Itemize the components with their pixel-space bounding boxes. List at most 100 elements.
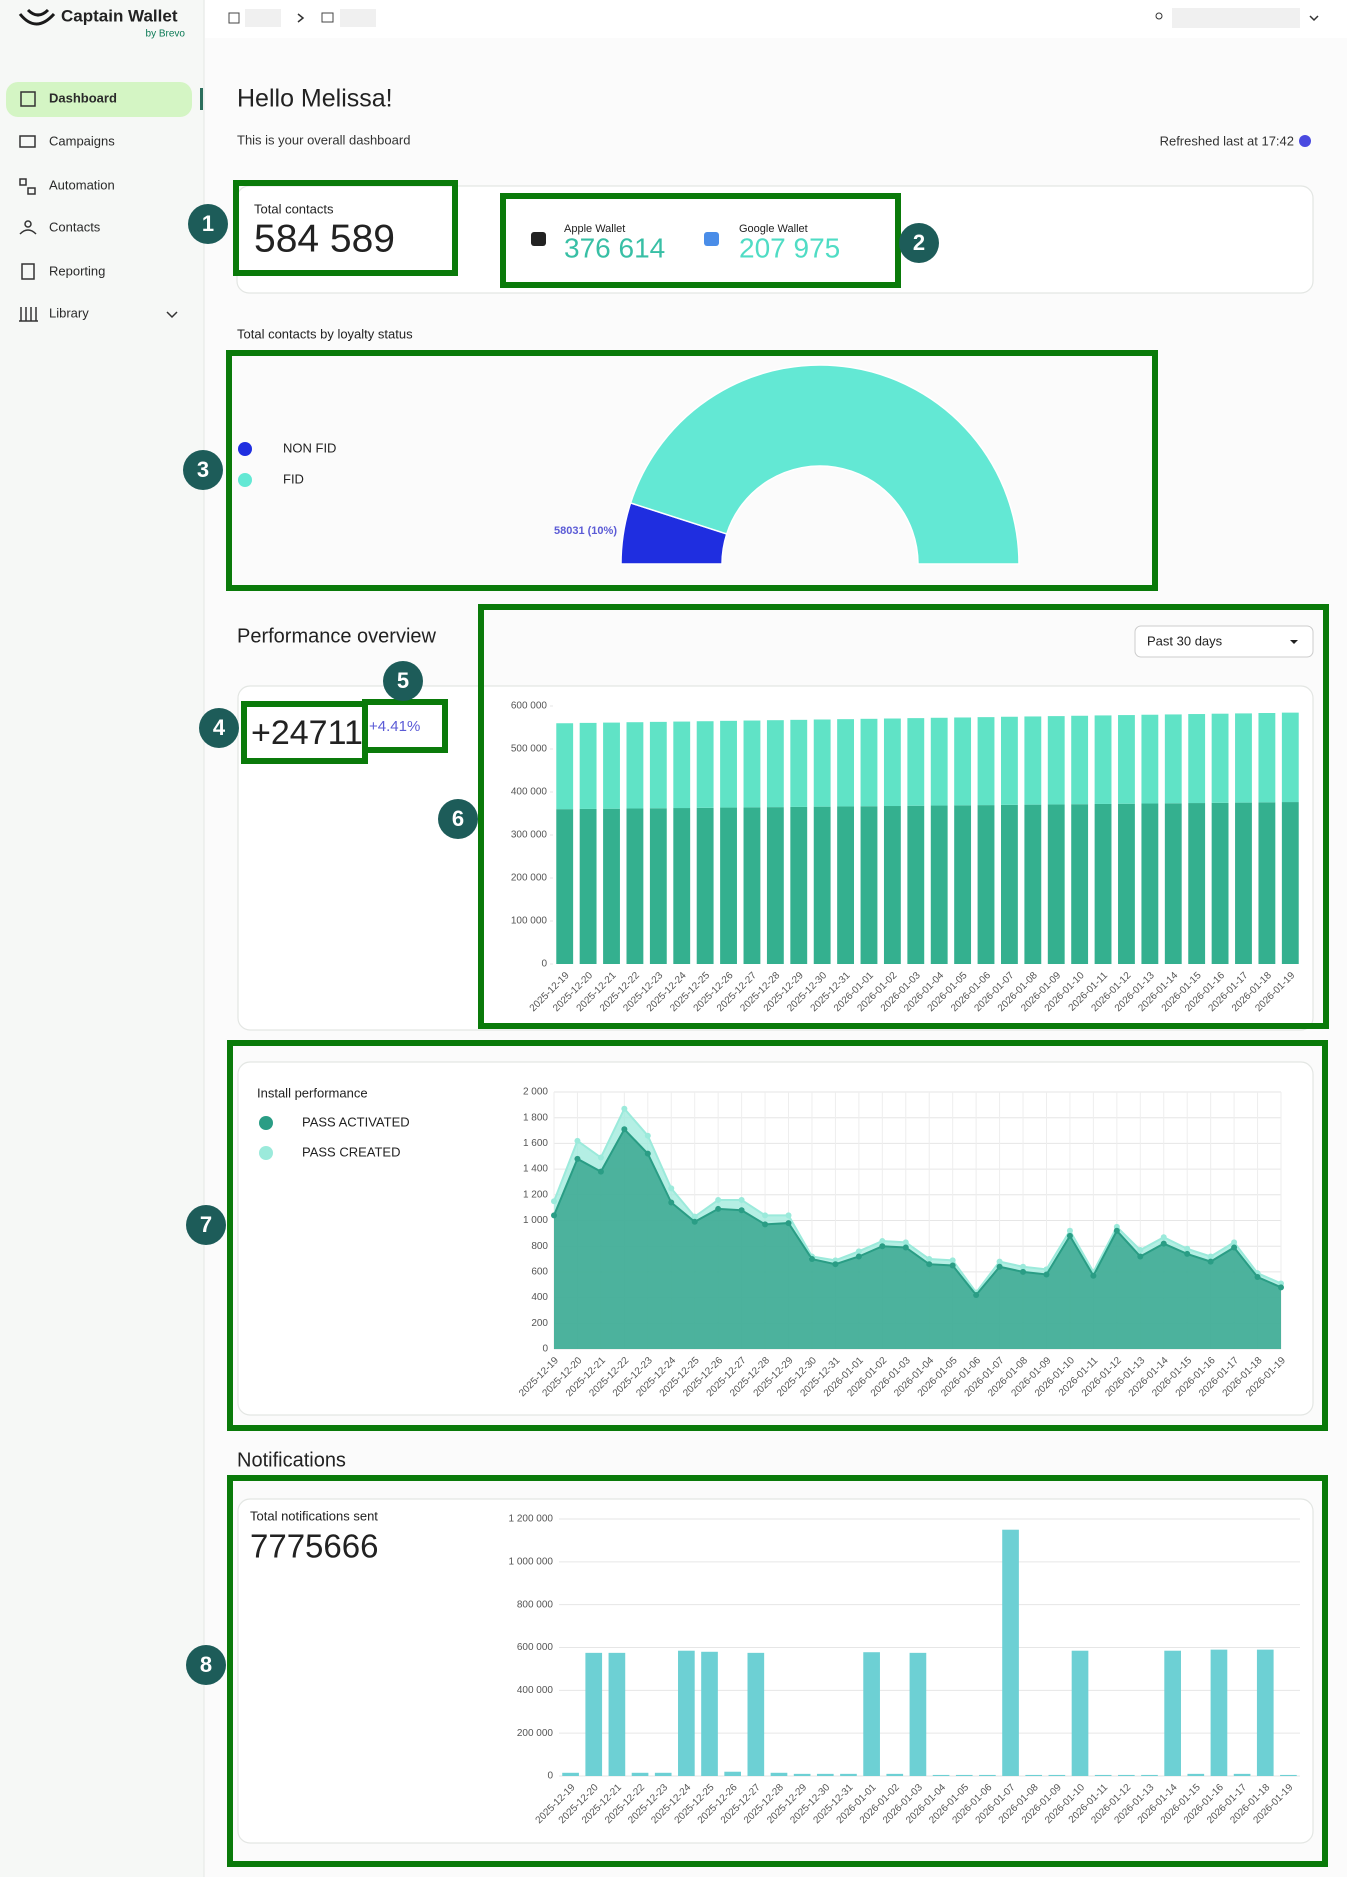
user-icon (1155, 12, 1163, 20)
point (879, 1243, 886, 1250)
point (1278, 1284, 1284, 1291)
bar-segment (1164, 803, 1182, 964)
greeting: Hello Melissa! (237, 85, 393, 113)
point (902, 1239, 909, 1246)
bar-segment (673, 721, 691, 809)
nav-item[interactable]: Automation (49, 177, 115, 192)
point (1137, 1247, 1144, 1254)
bar-segment (1000, 804, 1018, 964)
bar-segment (1024, 804, 1042, 964)
point (1066, 1227, 1073, 1234)
line (553, 1106, 1282, 1295)
bar (840, 1773, 857, 1776)
bar-segment (930, 805, 948, 964)
info-icon[interactable] (1299, 135, 1311, 147)
point (1184, 1250, 1191, 1257)
bar-segment (860, 806, 878, 964)
y-tick-label: 200 000 (511, 873, 548, 884)
bar (1233, 1773, 1251, 1776)
point (597, 1168, 604, 1175)
nav-item[interactable]: Dashboard (49, 90, 117, 105)
bar (1048, 1774, 1066, 1776)
google-wallet-icon (704, 232, 719, 246)
breadcrumb-blurred[interactable] (340, 9, 376, 27)
legend-label: NON FID (283, 440, 336, 455)
y-tick-label: 200 000 (517, 1728, 554, 1739)
top-bar (205, 0, 1347, 38)
point (1160, 1240, 1167, 1247)
annotation-circle (899, 223, 939, 263)
brand-name[interactable]: Captain Wallet (61, 6, 178, 25)
bar (955, 1774, 973, 1776)
legend-label: PASS ACTIVATED (302, 1114, 410, 1129)
nav-chevron[interactable] (166, 311, 178, 319)
period-select[interactable] (1134, 625, 1314, 658)
bar-segment (1118, 803, 1135, 964)
bar-segment (1047, 716, 1065, 805)
nav-item[interactable]: Contacts (49, 219, 101, 234)
point (1231, 1244, 1238, 1251)
bar (562, 1772, 579, 1776)
bar-segment (673, 808, 691, 964)
bar (932, 1774, 950, 1776)
y-tick-label: 400 000 (511, 787, 548, 798)
point (832, 1261, 839, 1268)
y-tick-label: 300 000 (511, 830, 548, 841)
bar-segment (837, 806, 855, 964)
point (738, 1207, 745, 1214)
point (855, 1253, 862, 1260)
bar-segment (1094, 803, 1112, 964)
point (1113, 1227, 1120, 1234)
user-menu-chevron[interactable] (1309, 15, 1319, 22)
bar (1141, 1774, 1158, 1776)
bar (678, 1650, 695, 1776)
y-tick-label: 1 600 (523, 1138, 548, 1149)
y-tick-label: 1 000 (523, 1215, 548, 1226)
contacts-growth: +24711 (251, 714, 363, 752)
legend-swatch (259, 1146, 273, 1160)
notifications-card (237, 1498, 1314, 1844)
legend-swatch (238, 473, 252, 487)
performance-title: Performance overview (237, 625, 437, 647)
y-tick-label: 1 200 000 (509, 1514, 554, 1525)
bar-segment (1281, 802, 1299, 964)
bar-segment (813, 719, 831, 807)
period-select-label[interactable]: Past 30 days (1147, 633, 1223, 648)
loyalty-title: Total contacts by loyalty status (237, 326, 413, 341)
bar-segment (837, 719, 855, 807)
nav-item[interactable]: Campaigns (49, 133, 115, 148)
bar (1210, 1649, 1228, 1776)
bar-segment (649, 808, 667, 964)
bar-segment (977, 805, 995, 964)
y-tick-label: 0 (542, 1344, 548, 1355)
nav-item[interactable]: Reporting (49, 263, 105, 278)
point (715, 1205, 722, 1212)
point (949, 1257, 956, 1264)
point (668, 1185, 675, 1192)
point (644, 1150, 651, 1157)
bar (1094, 1774, 1112, 1776)
point (785, 1220, 792, 1227)
annotation-circle (186, 1205, 226, 1245)
bar (770, 1772, 788, 1776)
y-tick-label: 1 200 (523, 1189, 548, 1200)
bar (1002, 1529, 1019, 1776)
bar-segment (977, 717, 995, 806)
bar-segment (1141, 714, 1159, 804)
breadcrumb-blurred[interactable] (245, 9, 281, 27)
nav-item[interactable]: Library (49, 305, 89, 320)
user-name-blurred[interactable] (1172, 8, 1300, 28)
point (996, 1258, 1003, 1265)
bar-segment (1071, 715, 1089, 805)
bar (654, 1772, 672, 1776)
y-tick-label: 600 000 (517, 1642, 554, 1653)
bar (909, 1652, 927, 1776)
data-label: 58031 (10%) (554, 525, 617, 537)
bar-segment (1235, 713, 1252, 803)
bar-segment (883, 718, 901, 807)
point (1066, 1232, 1073, 1239)
y-tick-label: 1 400 (523, 1164, 548, 1175)
period-select-arrow[interactable] (1290, 640, 1298, 644)
total-contacts-value: 584 589 (254, 217, 395, 260)
bar-segment (813, 806, 831, 964)
